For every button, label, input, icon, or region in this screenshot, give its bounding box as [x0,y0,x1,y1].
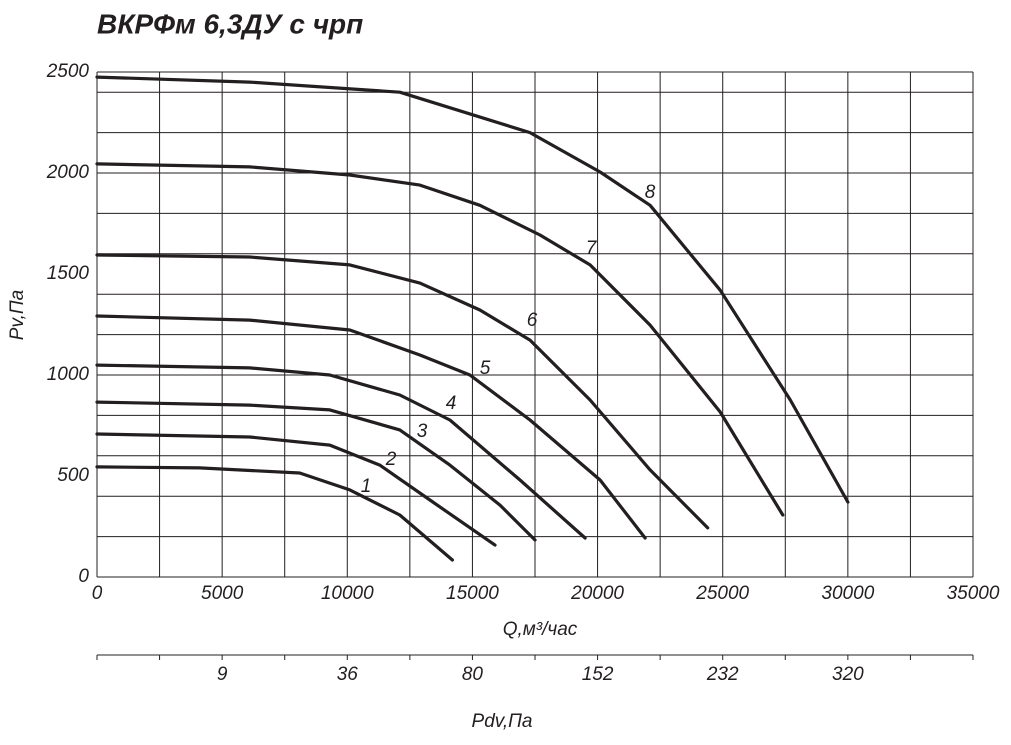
x-tick-label: 35000 [947,583,1000,604]
x-tick-label: 25000 [695,583,749,604]
y-tick-label: 0 [78,566,89,587]
pdv-axis-label: Pdv,Па [472,711,533,732]
x-tick-label: 5000 [201,583,244,604]
curve-label: 5 [480,358,491,379]
chart-title: ВКРФм 6,3ДУ с чрп [97,8,363,39]
fan-curve [95,75,850,504]
fan-curve [95,465,454,562]
fan-curve [95,314,647,540]
pdv-tick-label: 36 [337,664,359,685]
curve-label: 6 [527,310,538,331]
curve-label: 7 [586,238,598,259]
pdv-tick-label: 80 [462,664,484,685]
pdv-tick-label: 320 [832,664,864,685]
x-tick-label: 20000 [570,583,624,604]
pdv-tick-label: 9 [217,664,228,685]
x-tick-label: 30000 [821,583,874,604]
x-tick-label: 15000 [446,583,499,604]
y-tick-label: 1500 [47,263,90,284]
y-tick-label: 2500 [46,61,90,82]
pdv-tick-label: 152 [582,664,614,685]
fan-curve [95,363,587,540]
x-axis-label: Q,м³/час [503,619,578,640]
x-tick-label: 10000 [321,583,374,604]
fan-curve [95,253,710,530]
y-tick-label: 1000 [47,364,90,385]
curve-label: 3 [417,421,428,442]
curve-label: 1 [361,476,372,497]
pdv-tick-label: 232 [706,664,739,685]
fan-curve [95,162,785,517]
y-axis-label: Pv,Па [7,290,28,340]
curve-label: 2 [385,449,397,470]
x-tick-label: 0 [92,583,103,604]
y-tick-label: 500 [57,465,89,486]
curve-label: 8 [645,182,656,203]
fan-curve [95,400,537,542]
curve-label: 4 [446,393,457,414]
y-tick-label: 2000 [46,162,90,183]
fan-curve [95,432,497,547]
